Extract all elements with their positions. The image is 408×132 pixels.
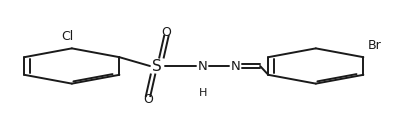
Text: N: N [198,60,208,72]
Text: Cl: Cl [62,30,74,43]
Text: O: O [162,25,171,39]
Text: S: S [152,58,162,74]
Text: O: O [143,93,153,107]
Text: N: N [231,60,241,72]
Text: Br: Br [368,39,382,52]
Text: H: H [199,88,207,98]
